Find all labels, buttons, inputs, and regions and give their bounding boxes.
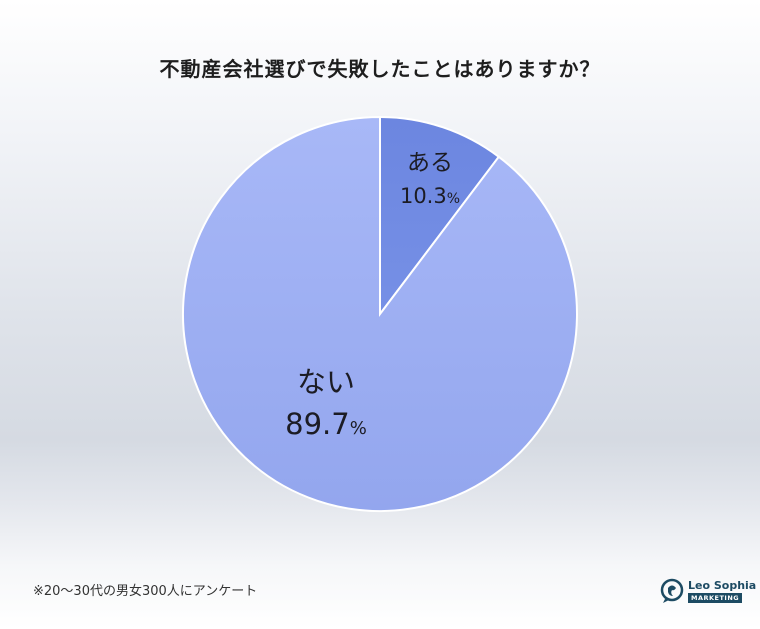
logo-name: Leo Sophia [688, 579, 757, 592]
slice-label-value: 10.3% [400, 184, 460, 208]
slice-label-name: ない [297, 365, 355, 399]
slice-label-value: 89.7% [285, 407, 367, 441]
logo-subtitle: MARKETING [688, 593, 743, 603]
brand-logo: Leo Sophia MARKETING [660, 578, 756, 604]
chart-title: 不動産会社選びで失敗したことはありますか？ [159, 57, 601, 81]
lion-logo-icon [660, 578, 684, 603]
slice-label-name: ある [407, 150, 453, 176]
pie-slice-nai [182, 115, 578, 512]
pie-labels: ある 10.3% ない 89.7% [285, 150, 460, 441]
survey-note: ※20〜30代の男女300人にアンケート [33, 584, 258, 599]
pie-slices [182, 115, 578, 512]
pie-slice-aru [379, 115, 501, 317]
